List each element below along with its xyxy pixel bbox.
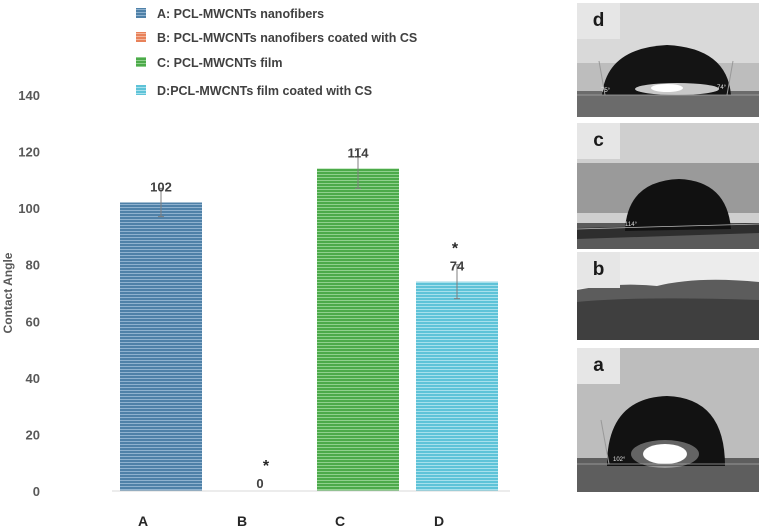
x-tick-label-B: B bbox=[237, 513, 247, 529]
legend-swatch-D bbox=[136, 85, 146, 95]
error-bar-A bbox=[158, 187, 164, 218]
legend-swatch-A bbox=[136, 8, 146, 18]
panel-label-b: b bbox=[577, 252, 620, 288]
svg-text:114°: 114° bbox=[625, 222, 638, 228]
panel-label-c: c bbox=[577, 123, 620, 159]
x-tick-label-A: A bbox=[138, 513, 148, 529]
significance-mark-D: * bbox=[452, 241, 459, 258]
bar-D bbox=[416, 281, 498, 491]
y-tick-label: 120 bbox=[18, 145, 40, 160]
svg-text:74°: 74° bbox=[717, 85, 727, 91]
panel-label-d: d bbox=[577, 3, 620, 39]
contact-angle-bar-chart: A: PCL-MWCNTs nanofibers B: PCL-MWCNTs na… bbox=[1, 7, 510, 529]
y-tick-label: 140 bbox=[18, 88, 40, 103]
svg-text:102°: 102° bbox=[613, 457, 626, 463]
legend-entry-A: A: PCL-MWCNTs nanofibers bbox=[157, 7, 324, 21]
y-axis-label: Contact Angle bbox=[1, 252, 15, 333]
legend-swatch-B bbox=[136, 32, 146, 42]
data-label-D: 74 bbox=[450, 259, 465, 274]
legend-entry-D: D:PCL-MWCNTs film coated with CS bbox=[157, 84, 372, 98]
data-label-C: 114 bbox=[348, 146, 370, 161]
x-tick-label-C: C bbox=[335, 513, 345, 529]
significance-mark-B: * bbox=[263, 458, 270, 475]
legend-swatch-C bbox=[136, 57, 146, 67]
panel-label-a: a bbox=[577, 348, 620, 384]
y-tick-label: 40 bbox=[26, 371, 40, 386]
error-bar-D bbox=[454, 264, 460, 300]
photo-panel-a: 102° a bbox=[577, 348, 759, 492]
photo-panel-d: 75° 74° d bbox=[577, 3, 759, 117]
y-tick-label: 0 bbox=[33, 484, 40, 499]
legend-entry-B: B: PCL-MWCNTs nanofibers coated with CS bbox=[157, 31, 417, 45]
error-bar-C bbox=[355, 148, 361, 189]
photo-panel-b: b bbox=[577, 252, 759, 340]
legend-entry-C: C: PCL-MWCNTs film bbox=[157, 56, 282, 70]
droplet-photo-c: 114° bbox=[577, 123, 759, 249]
bar-C bbox=[317, 168, 399, 492]
y-tick-label: 100 bbox=[18, 201, 40, 216]
photo-panel-c: 114° c bbox=[577, 123, 759, 249]
data-label-B: 0 bbox=[256, 476, 263, 491]
x-tick-label-D: D bbox=[434, 513, 444, 529]
data-label-A: 102 bbox=[150, 179, 172, 194]
y-tick-label: 80 bbox=[26, 258, 40, 273]
y-tick-label: 60 bbox=[26, 314, 40, 329]
y-tick-label: 20 bbox=[26, 427, 40, 442]
svg-text:75°: 75° bbox=[601, 88, 611, 94]
bar-A bbox=[120, 202, 202, 491]
